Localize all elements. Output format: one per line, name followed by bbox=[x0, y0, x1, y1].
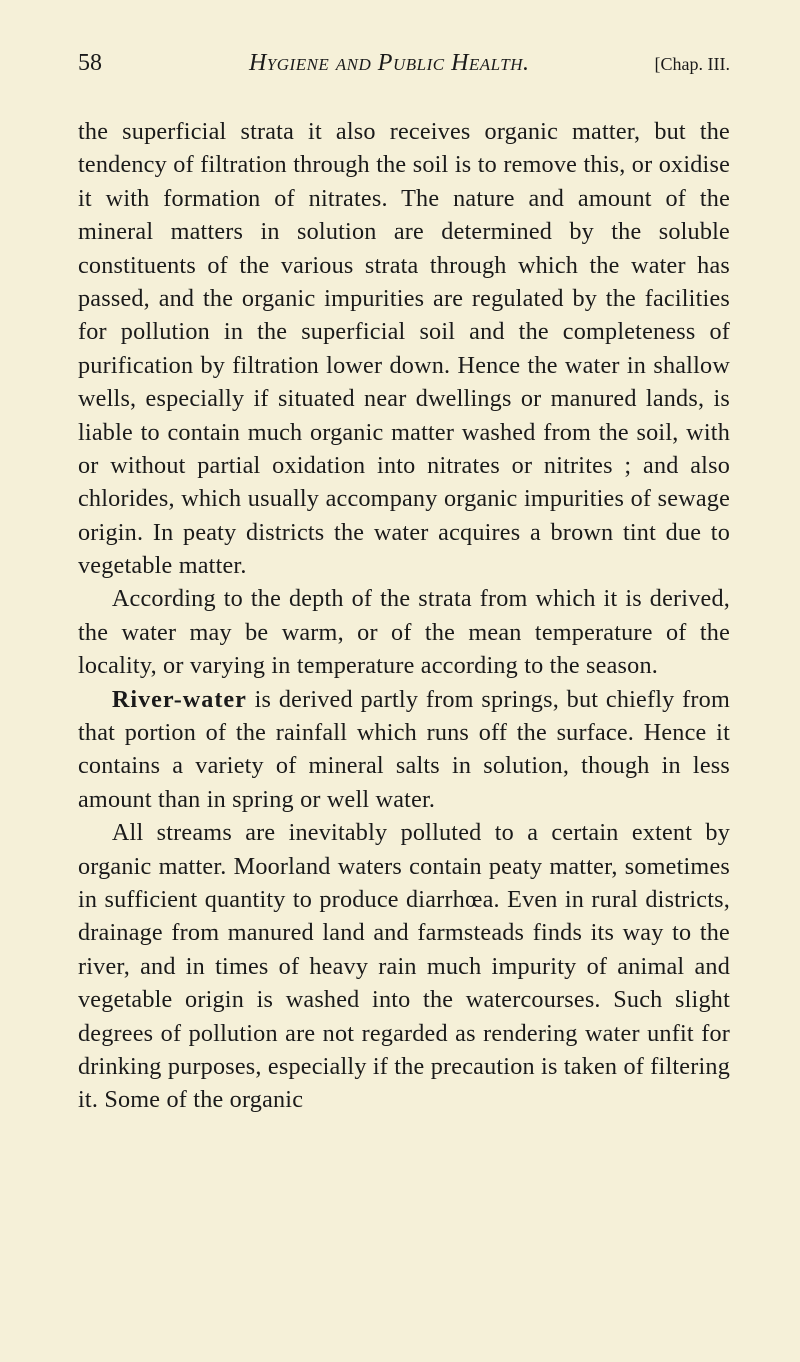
book-title: Hygiene and Public Health. bbox=[132, 50, 647, 77]
paragraph-2: According to the depth of the strata fro… bbox=[78, 582, 730, 682]
page-number: 58 bbox=[78, 50, 102, 77]
page-header: 58 Hygiene and Public Health. [Chap. III… bbox=[78, 50, 730, 77]
body-text: the superficial strata it also receives … bbox=[78, 115, 730, 1117]
book-page: 58 Hygiene and Public Health. [Chap. III… bbox=[0, 0, 800, 1362]
paragraph-3: River-water is derived partly from sprin… bbox=[78, 683, 730, 817]
paragraph-1: the superficial strata it also receives … bbox=[78, 115, 730, 582]
paragraph-4: All streams are inevitably polluted to a… bbox=[78, 816, 730, 1117]
river-water-heading: River-water bbox=[112, 686, 247, 713]
chapter-label: [Chap. III. bbox=[655, 54, 730, 75]
